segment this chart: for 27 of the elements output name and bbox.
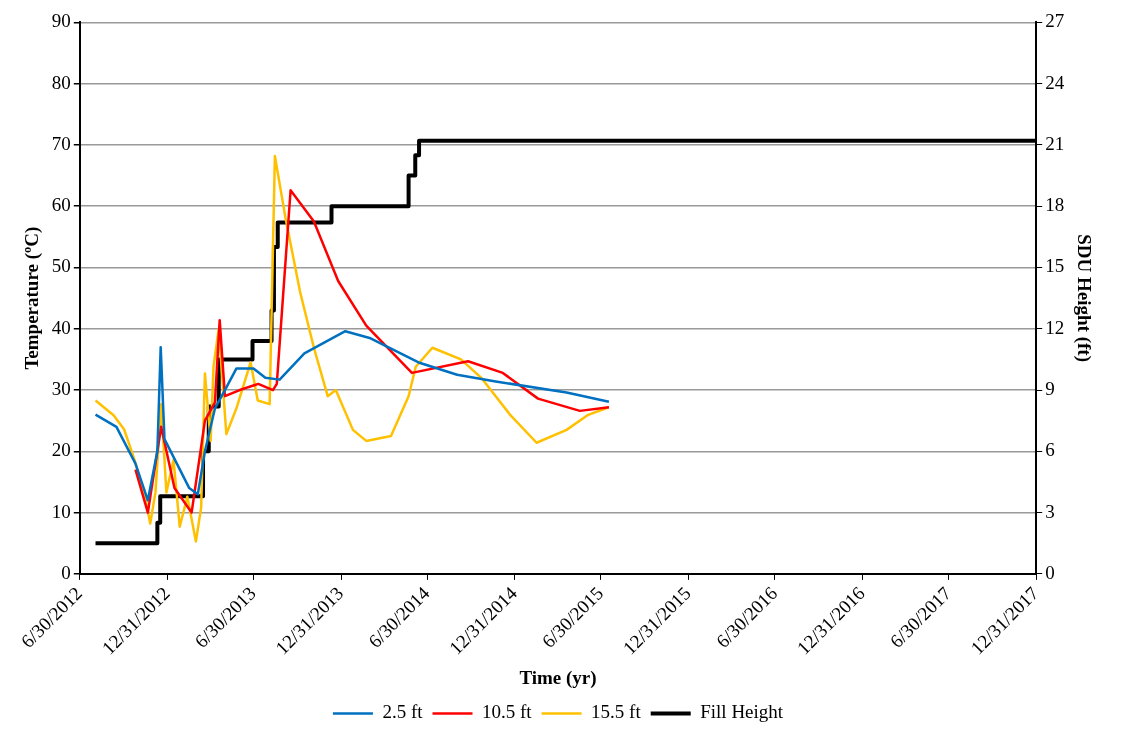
y-axis-title: Temperature (ºC): [21, 226, 44, 370]
y-tick-label: 20: [51, 439, 71, 461]
y2-tick-label: 0: [1045, 561, 1055, 583]
y-tick-label: 10: [51, 500, 71, 522]
y2-tick-label: 12: [1045, 316, 1065, 338]
legend-label: 10.5 ft: [482, 701, 533, 723]
y-tick-label: 80: [51, 71, 71, 93]
y2-tick-label: 15: [1045, 255, 1065, 277]
y-tick-label: 30: [51, 378, 71, 400]
y2-tick-label: 3: [1045, 500, 1055, 522]
y2-tick-label: 24: [1045, 71, 1065, 93]
legend-label: 15.5 ft: [591, 701, 642, 723]
y2-tick-label: 18: [1045, 194, 1065, 216]
y2-tick-label: 9: [1045, 378, 1055, 400]
y2-tick-label: 21: [1045, 132, 1065, 154]
x-axis-title: Time (yr): [519, 666, 597, 689]
legend-label: Fill Height: [700, 701, 784, 723]
y-tick-label: 40: [51, 316, 71, 338]
legend-label: 2.5 ft: [382, 701, 424, 723]
y-tick-label: 50: [51, 255, 71, 277]
y2-tick-label: 27: [1045, 10, 1065, 32]
y2-tick-label: 6: [1045, 439, 1055, 461]
y-tick-label: 60: [51, 194, 71, 216]
y2-axis-title: SDU Height (ft): [1072, 234, 1095, 362]
y-tick-label: 70: [51, 132, 71, 154]
y-tick-label: 0: [61, 561, 71, 583]
y-tick-label: 90: [51, 10, 71, 32]
